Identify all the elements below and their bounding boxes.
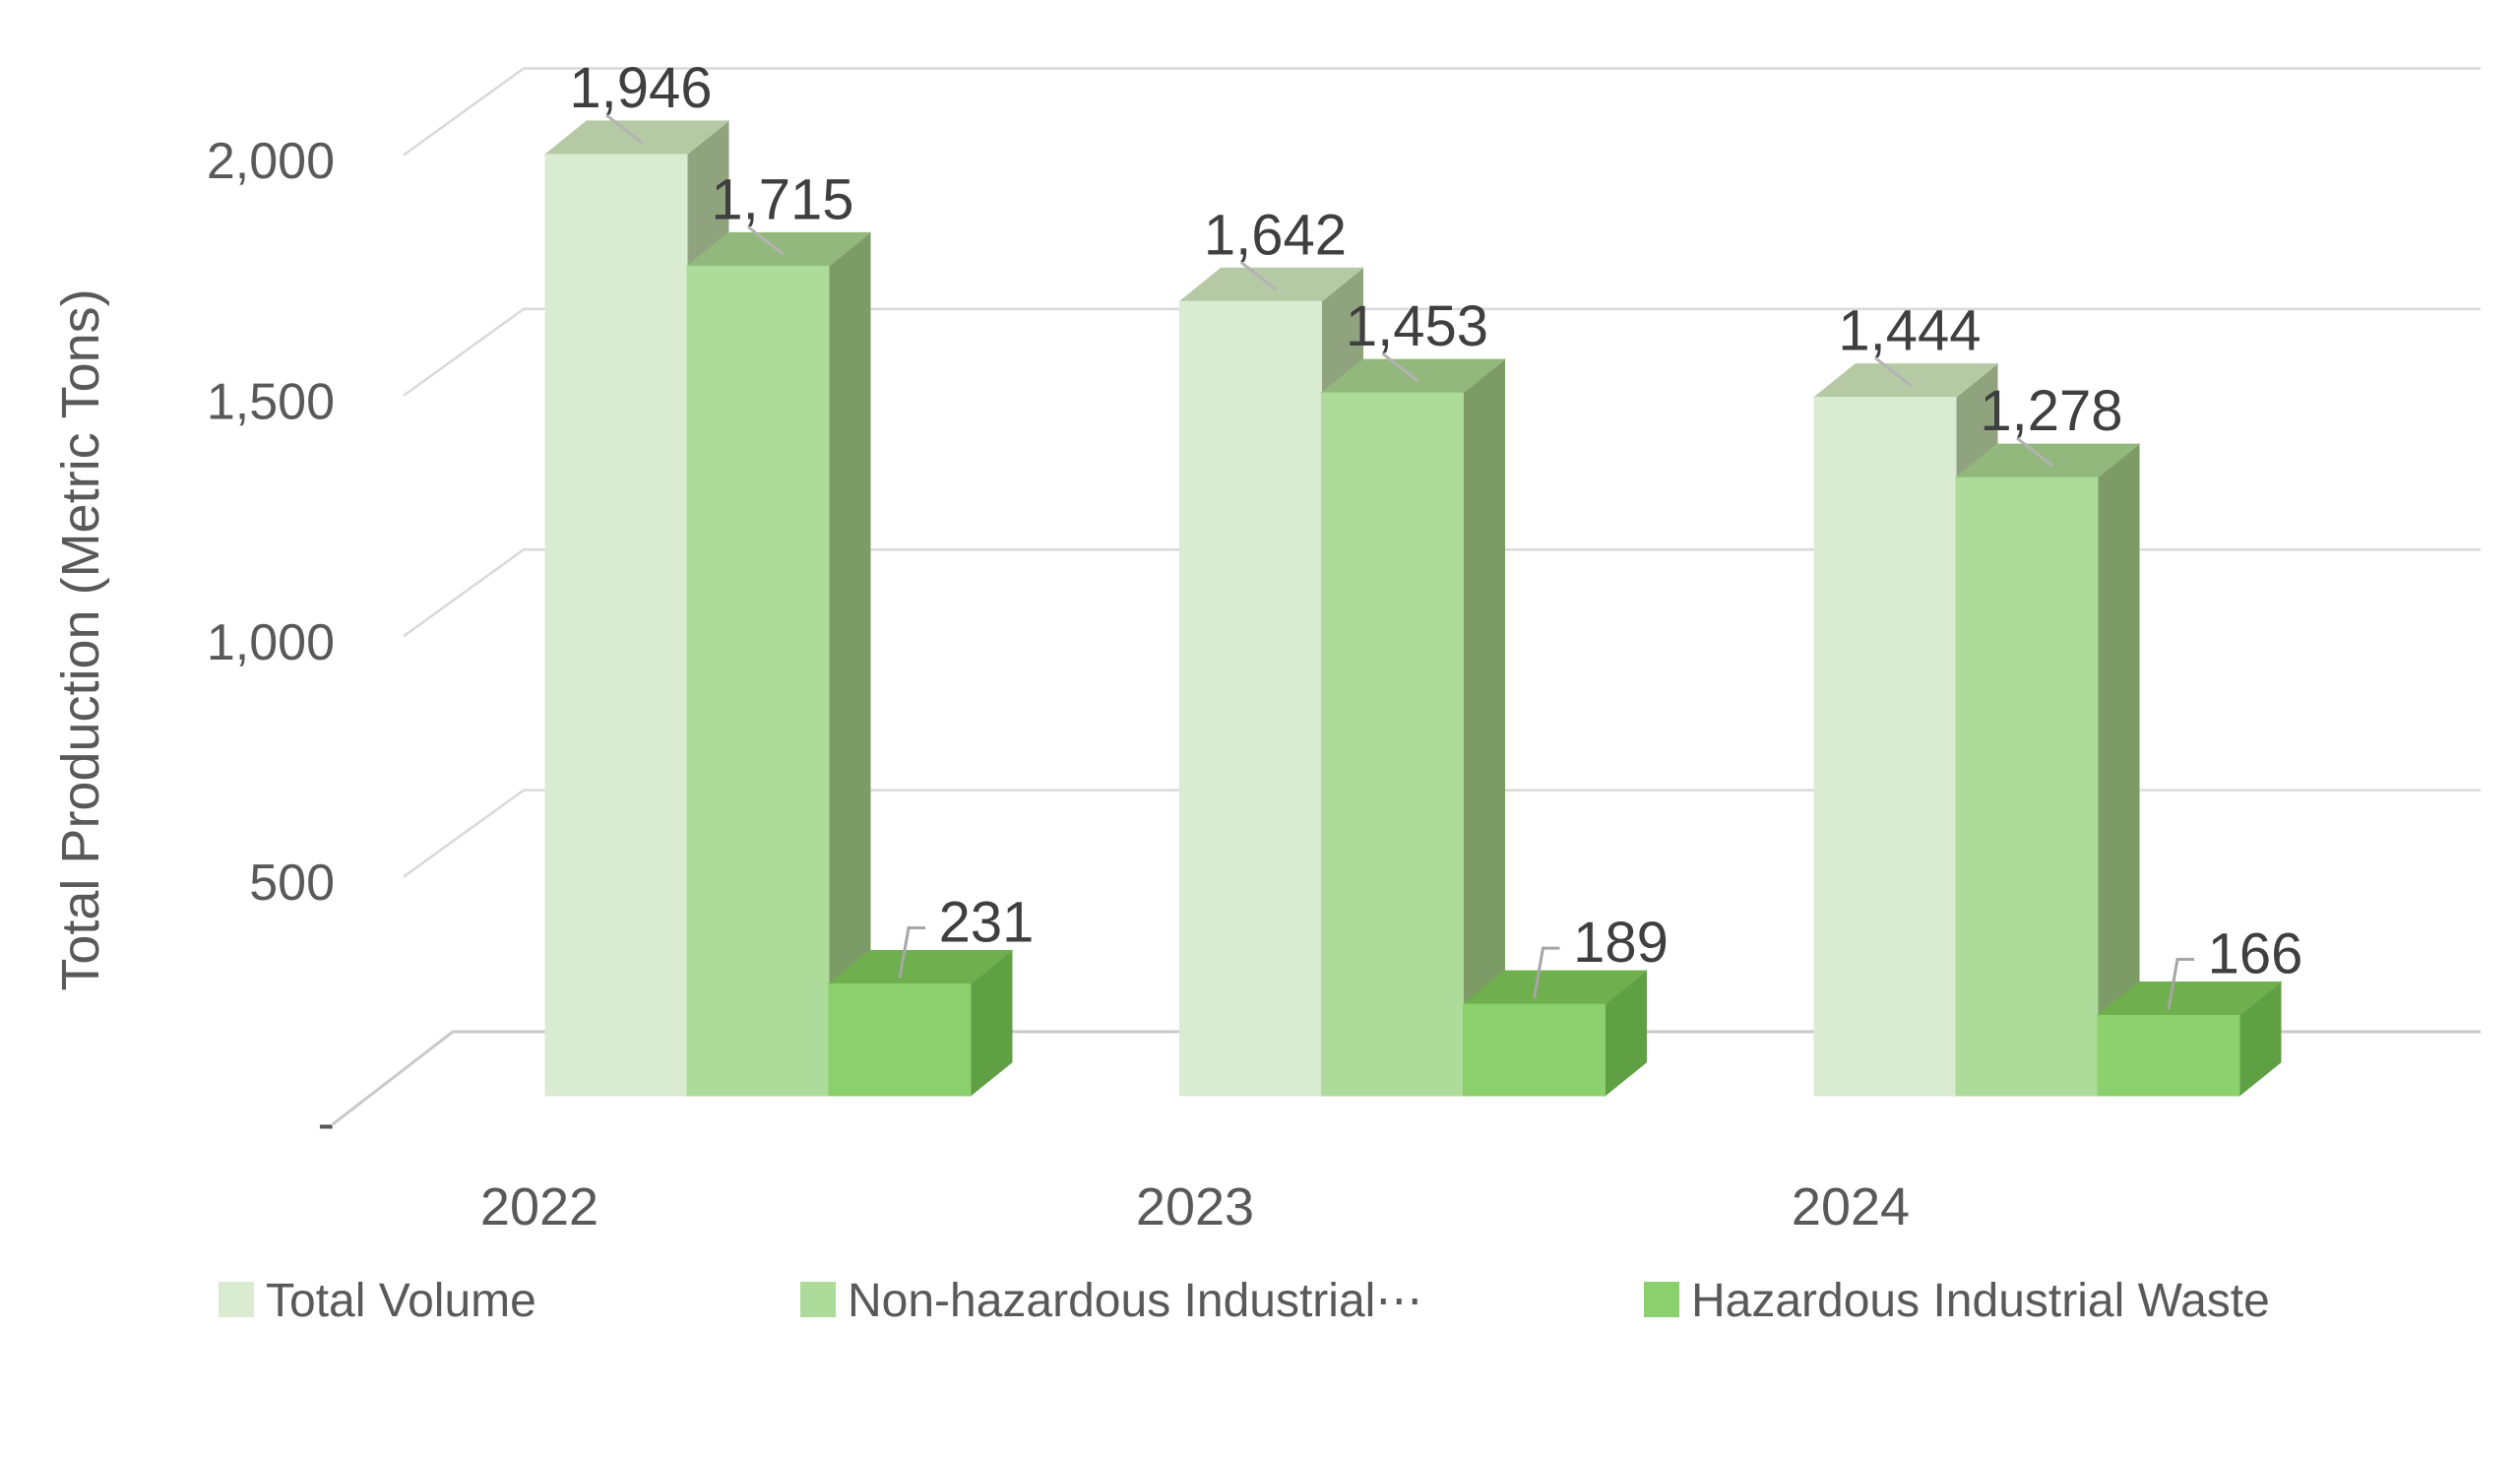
tick-label-1500: 1,500 <box>207 373 335 430</box>
legend: Total Volume Non-hazardous Industrial⋯ Haz… <box>219 1275 2270 1327</box>
bar-non-hazardous-industrial-waste-2022[interactable] <box>685 231 872 1098</box>
y-axis-tick-labels: 2,000 1,500 1,000 500 - <box>207 133 335 1153</box>
legend-item-label: Non-hazardous Industrial⋯ <box>848 1275 1422 1327</box>
label-leader-streak <box>1381 351 1419 383</box>
gridlines <box>332 67 2481 1126</box>
bar-front-face <box>1463 1003 1606 1097</box>
data-label-non-hazardous-industrial-waste-2024: 1,278 <box>1980 379 2122 443</box>
label-leader-streak <box>2016 436 2053 468</box>
bar-hazardous-industrial-waste-2023[interactable] <box>1462 970 1648 1098</box>
data-label-total-volume-2023: 1,642 <box>1204 203 1347 267</box>
data-label-hazardous-industrial-waste-2023: 189 <box>1573 911 1669 975</box>
label-leader-streak <box>1874 356 1912 387</box>
category-label-2024: 2024 <box>1792 1177 1910 1236</box>
legend-item-label: Hazardous Industrial Waste <box>1691 1275 2270 1327</box>
bar-hazardous-industrial-waste-2022[interactable] <box>827 949 1014 1098</box>
label-leader-line <box>898 926 925 979</box>
bar-front-face <box>828 983 972 1097</box>
gridline-0-floor <box>332 1030 2481 1126</box>
data-label-non-hazardous-industrial-waste-2023: 1,453 <box>1346 294 1488 358</box>
bar-total-volume-2024[interactable] <box>1812 362 1999 1098</box>
bar-front-face <box>2097 1014 2240 1097</box>
data-label-total-volume-2024: 1,444 <box>1838 299 1981 363</box>
legend-item-label: Total Volume <box>266 1275 536 1327</box>
bar-front-face <box>1813 397 1957 1097</box>
legend-item-hazardous-industrial-waste[interactable]: Hazardous Industrial Waste <box>1644 1275 2270 1327</box>
bar-non-hazardous-industrial-waste-2024[interactable] <box>1954 443 2141 1098</box>
bar-front-face <box>1179 300 1322 1097</box>
legend-swatch-icon <box>800 1282 836 1317</box>
data-label-non-hazardous-industrial-waste-2022: 1,715 <box>711 167 853 231</box>
legend-swatch-icon <box>219 1282 254 1317</box>
label-leader-streak <box>747 225 785 256</box>
bar-non-hazardous-industrial-waste-2023[interactable] <box>1320 358 1506 1098</box>
category-label-2023: 2023 <box>1136 1177 1254 1236</box>
tick-label-2000: 2,000 <box>207 133 335 190</box>
gridline-1500 <box>403 307 2481 397</box>
bar-hazardous-industrial-waste-2024[interactable] <box>2096 981 2283 1098</box>
label-leader-streak <box>1239 261 1278 291</box>
label-leader-line <box>1533 946 1560 999</box>
label-leader-line <box>2167 957 2194 1010</box>
legend-swatch-icon <box>1644 1282 1679 1317</box>
bar-front-face <box>686 265 830 1097</box>
legend-item-total-volume[interactable]: Total Volume <box>219 1275 536 1327</box>
gridline-2000 <box>403 67 2481 157</box>
bar-front-face <box>1321 392 1464 1097</box>
data-label-hazardous-industrial-waste-2024: 166 <box>2208 921 2303 985</box>
tick-label-0: - <box>318 1096 335 1153</box>
bar-front-face <box>1955 476 2099 1097</box>
data-labels: 1,946 1,642 1,444 1,715 1,453 1,278 231 189 166 <box>569 56 2302 1010</box>
data-label-hazardous-industrial-waste-2022: 231 <box>939 891 1035 955</box>
tick-label-500: 500 <box>249 855 335 912</box>
label-leader-streak <box>605 113 643 145</box>
bars <box>543 119 2283 1098</box>
category-label-2022: 2022 <box>480 1177 598 1236</box>
tick-label-1000: 1,000 <box>207 614 335 671</box>
bar-front-face <box>544 154 688 1097</box>
y-axis-title: Total Production (Metric Tons) <box>51 288 110 990</box>
data-label-total-volume-2022: 1,946 <box>569 56 712 120</box>
x-axis-category-labels: 2022 2023 2024 <box>480 1177 1910 1236</box>
legend-item-non-hazardous-industrial-waste[interactable]: Non-hazardous Industrial⋯ <box>800 1275 1422 1327</box>
